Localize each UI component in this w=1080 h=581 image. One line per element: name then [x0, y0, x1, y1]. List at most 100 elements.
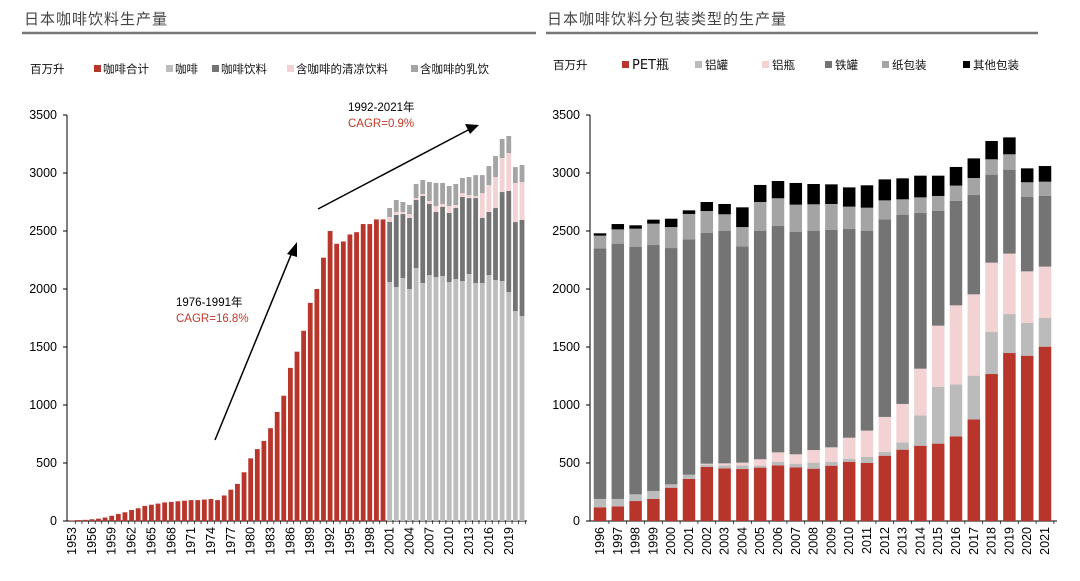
bar-pet-bottle-2006 [771, 465, 785, 521]
bar-coffee-drink-2003 [400, 214, 406, 278]
x-tick-label: 1998 [363, 527, 377, 555]
bar-other-pack-2017 [967, 158, 981, 178]
x-tick-label: 1996 [593, 527, 607, 555]
bar-coffee-total-1954 [76, 520, 82, 521]
bar-aluminum-can-2003 [718, 465, 731, 469]
bar-paper-pack-2000 [664, 227, 678, 249]
bar-coffee-total-1982 [261, 440, 267, 521]
bar-pet-bottle-2018 [985, 374, 998, 521]
bar-soft-drink-2006 [420, 193, 426, 196]
bar-coffee-2003 [400, 277, 406, 521]
x-tick-label: 2021 [1038, 527, 1052, 555]
bar-aluminum-can-1998 [629, 494, 642, 502]
x-tick-label: 1986 [283, 527, 297, 555]
bar-coffee-total-1961 [122, 512, 128, 521]
bar-coffee-total-1975 [215, 500, 220, 521]
bar-milk-drink-2010 [446, 185, 452, 207]
bar-pet-bottle-2000 [664, 487, 678, 521]
legend-label-other-pack: 其他包装 [973, 58, 1019, 72]
bar-steel-can-2018 [985, 174, 998, 263]
bar-pet-bottle-2011 [860, 463, 874, 521]
annotation-1992-2021: 1992-2021年 CAGR=0.9% [317, 100, 479, 210]
bar-milk-drink-2016 [486, 166, 492, 186]
bar-paper-pack-2010 [842, 206, 856, 230]
bar-pet-bottle-2021 [1038, 346, 1052, 521]
bar-pet-bottle-1996 [593, 507, 607, 521]
bar-coffee-total-1962 [129, 509, 134, 521]
x-tick-label: 2001 [383, 527, 397, 555]
bar-soft-drink-2002 [393, 211, 399, 215]
bar-coffee-2017 [493, 280, 498, 521]
bar-coffee-drink-2011 [453, 208, 459, 280]
bar-coffee-total-1972 [195, 500, 201, 521]
bar-other-pack-2019 [1003, 137, 1016, 155]
x-tick-label: 1983 [264, 527, 278, 555]
bar-pet-bottle-2007 [789, 467, 803, 521]
bar-coffee-total-1991 [321, 257, 326, 521]
bar-coffee-total-1990 [314, 289, 320, 521]
y-tick-label: 2000 [552, 282, 580, 296]
bar-coffee-total-1956 [89, 519, 95, 521]
bar-steel-can-2004 [736, 246, 749, 463]
bar-paper-pack-2021 [1038, 181, 1052, 196]
bar-steel-can-2006 [771, 226, 785, 453]
bar-coffee-total-1998 [367, 224, 373, 522]
bar-coffee-total-1966 [155, 503, 161, 521]
bar-soft-drink-2021 [519, 182, 525, 220]
bar-milk-drink-2007 [426, 182, 432, 202]
left-plot: 0 500 1000 1500 2000 2500 3000 3500 1953 1956 1959… [29, 108, 527, 555]
bar-paper-pack-1997 [611, 229, 625, 244]
bar-other-pack-2014 [914, 175, 927, 198]
bar-steel-can-2000 [664, 248, 678, 485]
x-tick-label: 2005 [753, 527, 767, 555]
bar-milk-drink-2011 [453, 184, 459, 206]
bar-pet-bottle-1997 [611, 506, 625, 521]
bar-pet-bottle-2012 [878, 455, 892, 521]
bar-paper-pack-1999 [647, 223, 660, 246]
x-tick-label: 2000 [664, 527, 678, 555]
bar-aluminum-bottle-2013 [896, 403, 909, 443]
x-tick-label: 2010 [442, 527, 456, 555]
bar-aluminum-can-2014 [914, 415, 927, 446]
x-tick-label: 1974 [204, 527, 218, 555]
bar-aluminum-can-2000 [664, 484, 678, 488]
bar-steel-can-1996 [593, 248, 607, 499]
bar-other-pack-2020 [1020, 168, 1034, 183]
x-tick-label: 2004 [735, 527, 749, 555]
bar-other-pack-1998 [629, 225, 642, 229]
right-chart-title: 日本咖啡饮料分包装类型的生产量 [547, 10, 787, 28]
bar-paper-pack-2017 [967, 177, 981, 196]
bar-steel-can-2008 [807, 230, 820, 451]
bar-coffee-drink-2005 [413, 200, 419, 269]
bar-paper-pack-2005 [753, 202, 767, 231]
bar-soft-drink-2009 [440, 203, 445, 207]
bar-paper-pack-2009 [825, 203, 838, 230]
bar-aluminum-can-2004 [736, 465, 749, 470]
bar-coffee-total-1988 [301, 330, 307, 521]
bar-paper-pack-1998 [629, 228, 642, 248]
legend-swatch-coffee-drink [212, 65, 219, 72]
bar-coffee-2020 [512, 311, 518, 521]
bar-milk-drink-2020 [512, 167, 518, 183]
annotation-cagr: CAGR=16.8% [176, 313, 249, 325]
bar-soft-drink-2003 [400, 211, 406, 215]
bar-steel-can-2010 [842, 229, 856, 438]
x-tick-label: 1968 [164, 527, 178, 555]
bar-pet-bottle-2008 [807, 468, 820, 521]
bar-coffee-total-1985 [281, 395, 287, 521]
bar-milk-drink-2021 [519, 164, 525, 183]
bar-other-pack-2016 [949, 166, 963, 186]
bar-pet-bottle-2014 [914, 445, 927, 521]
legend-label-aluminum-can: 铝罐 [705, 58, 728, 72]
legend-swatch-soft-drink [287, 65, 294, 72]
x-tick-label: 2020 [1020, 527, 1034, 555]
bar-coffee-total-1955 [82, 519, 88, 521]
bar-aluminum-can-2009 [825, 461, 838, 466]
bar-other-pack-2009 [825, 184, 838, 204]
bar-steel-can-2002 [700, 232, 714, 464]
annotation-1976-1991: 1976-1991年 CAGR=16.8% [176, 242, 297, 441]
bar-milk-drink-2005 [413, 184, 419, 199]
bar-coffee-total-1987 [294, 351, 300, 521]
bar-coffee-total-1993 [334, 243, 340, 521]
bar-coffee-2014 [473, 282, 479, 521]
